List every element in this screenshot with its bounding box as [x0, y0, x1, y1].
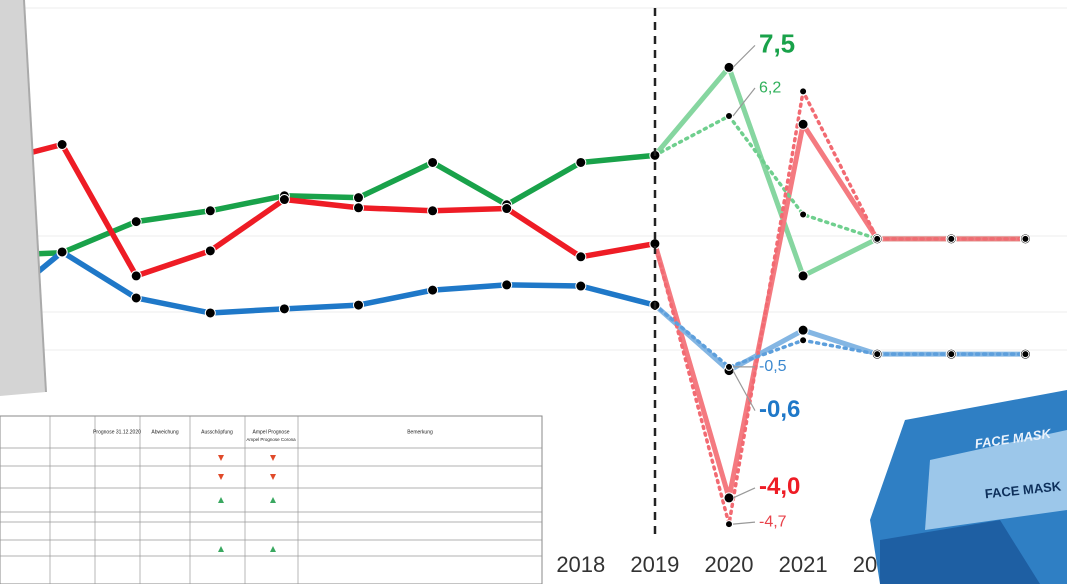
inset-table: Prognose 31.12.2020 Abweichung Ausschöpf…	[0, 416, 542, 584]
data-point	[874, 351, 881, 358]
data-point	[874, 235, 881, 242]
data-point	[798, 325, 808, 335]
table-header: Ausschöpfung	[201, 429, 233, 435]
data-point	[354, 193, 364, 203]
data-point	[57, 247, 67, 257]
data-point	[205, 246, 215, 256]
data-point	[724, 493, 734, 503]
table-header: Prognose 31.12.2020	[93, 429, 141, 435]
data-point	[800, 337, 807, 344]
data-point	[576, 252, 586, 262]
value-label: -4,7	[759, 513, 787, 530]
data-point	[279, 195, 289, 205]
data-point	[726, 521, 733, 528]
chart: 7,5-4,0-0,66,2-4,7-0,5 20182019202020212…	[0, 0, 1067, 584]
data-point	[131, 293, 141, 303]
data-point	[205, 206, 215, 216]
data-point	[724, 62, 734, 72]
data-point	[798, 271, 808, 281]
data-point	[205, 308, 215, 318]
value-label: -0,6	[759, 396, 800, 423]
data-point	[576, 281, 586, 291]
x-tick-label: 2020	[705, 552, 754, 577]
data-point	[798, 119, 808, 129]
data-point	[726, 113, 733, 120]
value-label: -0,5	[759, 358, 787, 375]
data-point	[428, 157, 438, 167]
table-header: Ampel Prognose Corona	[246, 437, 296, 442]
value-label: -4,0	[759, 473, 800, 500]
data-point	[131, 271, 141, 281]
table-header: Bemerkung	[407, 429, 433, 435]
x-tick-label: 2021	[779, 552, 828, 577]
data-point	[1022, 351, 1029, 358]
data-point	[428, 206, 438, 216]
data-point	[428, 285, 438, 295]
data-point	[948, 235, 955, 242]
table-header: Abweichung	[151, 429, 178, 435]
data-point	[131, 217, 141, 227]
data-point	[1022, 235, 1029, 242]
data-point	[279, 304, 289, 314]
data-point	[354, 300, 364, 310]
x-tick-label: 2018	[556, 552, 605, 577]
data-point	[800, 211, 807, 218]
x-tick-label: 2019	[630, 552, 679, 577]
data-point	[502, 280, 512, 290]
data-point	[726, 363, 733, 370]
data-point	[354, 203, 364, 213]
data-point	[800, 88, 807, 95]
data-point	[576, 157, 586, 167]
data-point	[502, 204, 512, 214]
value-label: 7,5	[759, 28, 795, 58]
value-label: 6,2	[759, 79, 781, 96]
table-header: Ampel Prognose	[253, 429, 290, 435]
data-point	[948, 351, 955, 358]
data-point	[57, 140, 67, 150]
